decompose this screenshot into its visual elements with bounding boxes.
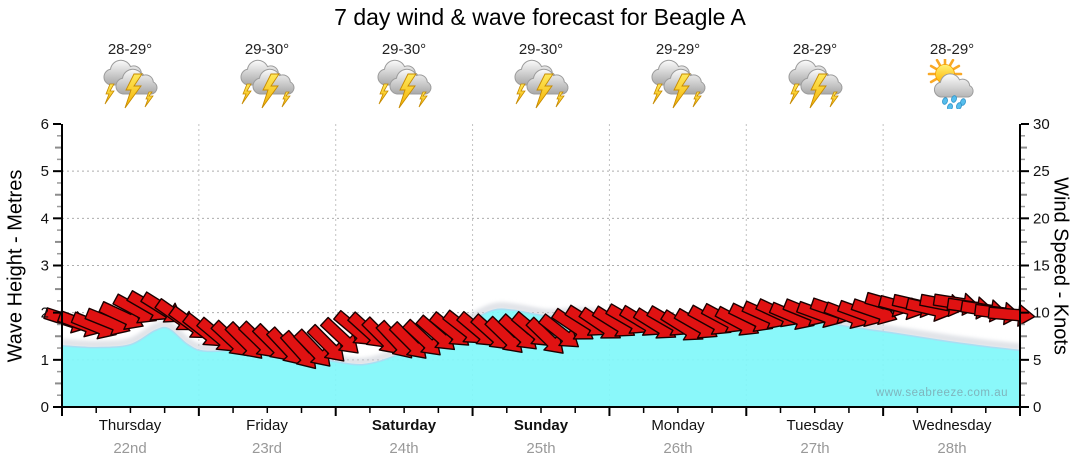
left-axis-title: Wave Height - Metres [4,169,27,363]
day-temperature: 28-29° [107,41,153,58]
wave-height-area [62,309,1020,407]
chart-title: 7 day wind & wave forecast for Beagle A [334,4,746,30]
wave-axis-tick: 0 [41,399,49,416]
wind-axis-tick: 25 [1033,163,1050,180]
wave-axis-tick: 6 [41,116,49,133]
day-date: 22nd [113,440,147,457]
day-temperature: 28-29° [792,41,838,58]
wind-axis-tick: 30 [1033,116,1050,133]
sun-showers-icon [927,56,974,111]
wave-axis-tick: 1 [41,352,49,369]
storm-icon [514,59,569,109]
day-weather-icon [512,59,570,109]
wave-axis-tick: 5 [41,163,49,180]
day-weather-icon [786,59,844,109]
day-weather-icon [923,56,981,111]
day-weather-icon [649,59,707,109]
wave-axis-tick: 4 [41,210,49,227]
right-axis-title: Wind Speed - Knots [1049,177,1072,355]
day-date: 23rd [251,440,283,457]
day-temperature: 28-29° [929,41,975,58]
wind-barb [525,316,564,354]
day-temperature: 29-30° [244,41,290,58]
wind-barb [402,318,441,356]
day-name: Wednesday [912,417,992,434]
day-date: 24th [389,440,419,457]
wind-barb [319,316,359,354]
day-temperature: 29-30° [381,41,427,58]
wind-axis-tick: 0 [1033,399,1041,416]
day-temperature: 29-30° [518,41,564,58]
storm-icon [377,59,432,109]
day-temperature: 29-29° [655,41,701,58]
day-name: Sunday [513,417,569,434]
day-date: 27th [800,440,830,457]
day-name: Saturday [371,417,437,434]
day-weather-icon [238,59,296,109]
day-date: 26th [663,440,693,457]
watermark: www.seabreeze.com.au [875,387,1008,399]
storm-icon [103,59,158,109]
storm-icon [240,59,295,109]
wind-axis-tick: 20 [1033,210,1050,227]
wind-barb [293,328,331,367]
day-name: Monday [651,417,705,434]
wind-axis-tick: 5 [1033,352,1041,369]
day-name: Friday [246,417,288,434]
day-weather-icon [375,59,433,109]
storm-icon [651,59,706,109]
wave-axis-tick: 2 [41,305,49,322]
wave-axis-tick: 3 [41,258,49,275]
storm-icon [788,59,843,109]
day-date: 25th [526,440,556,457]
day-name: Tuesday [786,417,844,434]
wind-axis-tick: 15 [1033,258,1050,275]
wind-barb [306,323,345,362]
wind-axis-tick: 10 [1033,305,1050,322]
day-name: Thursday [98,417,162,434]
wind-barb [537,313,580,348]
day-weather-icon [101,59,159,109]
day-date: 28th [937,440,967,457]
